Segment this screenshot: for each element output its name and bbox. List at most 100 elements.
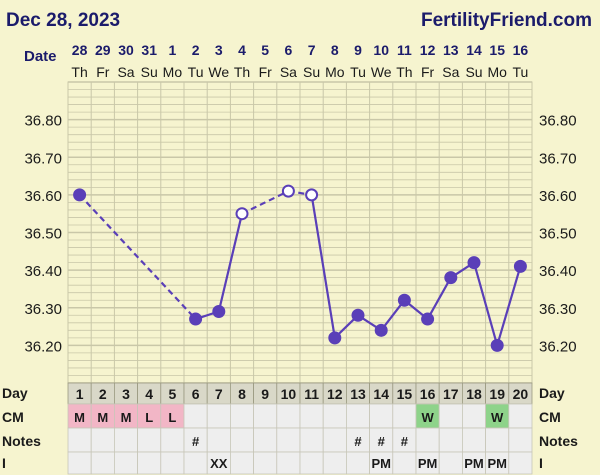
temperature-point	[189, 312, 203, 326]
date-number: 7	[308, 42, 316, 58]
weekday-label: Sa	[442, 64, 459, 80]
temperature-series	[73, 184, 527, 352]
table-cell	[369, 403, 394, 429]
day-number: 16	[420, 386, 436, 402]
y-tick-label-left: 36.40	[24, 263, 62, 280]
day-number: 1	[76, 386, 84, 402]
table-cell	[137, 427, 162, 453]
y-tick-label-right: 36.60	[539, 188, 577, 205]
y-tick-label-left: 36.30	[24, 301, 62, 318]
day-number: 7	[215, 386, 223, 402]
row-label-right: I	[539, 455, 543, 471]
temperature-point	[467, 256, 481, 270]
axis-labels: 36.20 36.20 36.30 36.30 36.40 36.40 36.50 36.50…	[24, 42, 576, 355]
row-label-left: I	[2, 455, 6, 471]
table-cell	[183, 451, 208, 475]
temperature-point	[212, 305, 226, 319]
day-number: 15	[397, 386, 413, 402]
table-cell	[299, 451, 324, 475]
table-cell	[508, 403, 533, 429]
date-number: 9	[354, 42, 362, 58]
day-number: 6	[192, 386, 200, 402]
chart-date-title: Dec 28, 2023	[6, 10, 120, 31]
table-cell	[229, 451, 254, 475]
day-number: 4	[145, 386, 153, 402]
weekday-label: Th	[71, 64, 87, 80]
date-number: 2	[192, 42, 200, 58]
cell-value: M	[121, 410, 132, 425]
day-number: 17	[443, 386, 459, 402]
y-tick-label-left: 36.80	[24, 113, 62, 130]
cell-value: XX	[210, 456, 228, 471]
weekday-label: Mo	[163, 64, 183, 80]
series-segment-dashed	[241, 190, 289, 215]
weekday-label: Su	[141, 64, 158, 80]
weekday-label: Tu	[188, 64, 204, 80]
date-row-label: Date	[24, 48, 57, 65]
table-cell	[392, 451, 417, 475]
table-cell	[90, 427, 115, 453]
table-cell	[345, 403, 370, 429]
table-cell	[415, 427, 440, 453]
plot-grid	[67, 81, 533, 384]
weekday-label: Su	[465, 64, 482, 80]
cell-value: #	[354, 434, 362, 449]
y-tick-label-left: 36.20	[24, 338, 62, 355]
y-tick-label-left: 36.60	[24, 188, 62, 205]
table-cell	[253, 451, 278, 475]
weekday-label: Th	[396, 64, 412, 80]
date-number: 5	[261, 42, 269, 58]
temperature-point	[374, 323, 388, 337]
date-number: 1	[169, 42, 177, 58]
table-cell	[229, 427, 254, 453]
row-label-left: CM	[2, 409, 24, 425]
cell-value: #	[401, 434, 409, 449]
day-number: 19	[489, 386, 505, 402]
day-number: 20	[513, 386, 529, 402]
day-number: 18	[466, 386, 482, 402]
table-cell	[137, 451, 162, 475]
date-number: 31	[141, 42, 157, 58]
table-cell	[183, 403, 208, 429]
table-cell	[229, 403, 254, 429]
date-number: 13	[443, 42, 459, 58]
brand-logo-text[interactable]: FertilityFriend.com	[421, 10, 592, 31]
row-label-right: CM	[539, 409, 561, 425]
weekday-label: Su	[303, 64, 320, 80]
date-number: 3	[215, 42, 223, 58]
y-tick-label-right: 36.40	[539, 263, 577, 280]
y-tick-label-right: 36.80	[539, 113, 577, 130]
table-cell	[253, 427, 278, 453]
date-number: 15	[489, 42, 505, 58]
temperature-point-open	[305, 188, 319, 202]
cell-value: #	[378, 434, 386, 449]
table-cell	[67, 427, 92, 453]
table-cell	[299, 403, 324, 429]
table-cell	[345, 451, 370, 475]
table-cell	[508, 451, 533, 475]
row-label-right: Notes	[539, 433, 578, 449]
series-segment	[217, 213, 244, 312]
table-cell	[438, 427, 463, 453]
y-tick-label-left: 36.70	[24, 150, 62, 167]
table-cell	[322, 403, 347, 429]
date-number: 14	[466, 42, 482, 58]
weekday-label: Tu	[512, 64, 528, 80]
day-number: 3	[122, 386, 130, 402]
series-segment-dashed	[78, 194, 197, 320]
date-number: 11	[397, 42, 412, 58]
weekday-label: Tu	[350, 64, 366, 80]
weekday-label: Sa	[117, 64, 134, 80]
cell-value: M	[97, 410, 108, 425]
table-cell	[299, 427, 324, 453]
weekday-label: Mo	[325, 64, 345, 80]
temperature-point	[328, 331, 342, 345]
table-cell	[508, 427, 533, 453]
table-cell	[322, 427, 347, 453]
day-number: 12	[327, 386, 343, 402]
table-cell	[461, 403, 486, 429]
series-segment	[496, 266, 522, 346]
table-cell	[276, 403, 301, 429]
